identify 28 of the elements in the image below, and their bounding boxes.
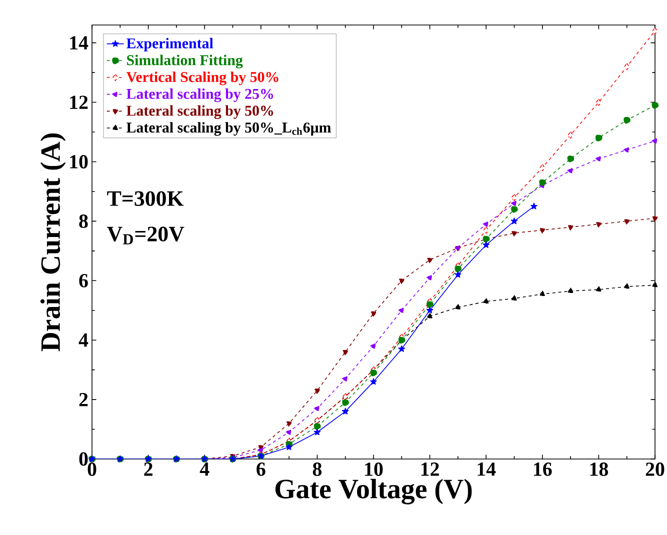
legend-label: Simulation Fitting	[127, 54, 243, 68]
y-tick-label: 4	[78, 334, 88, 347]
x-tick-label: 6	[256, 462, 266, 476]
x-tick-label: 10	[365, 462, 383, 476]
x-tick-label: 16	[534, 462, 552, 476]
annotation: T=300K	[107, 191, 184, 206]
y-tick-label: 10	[70, 155, 88, 168]
x-tick-label: 14	[478, 462, 496, 476]
y-axis-title: Drain Current (A)	[40, 134, 66, 352]
x-tick-label: 8	[312, 462, 322, 476]
y-tick-label: 8	[79, 214, 88, 228]
legend-label: Lateral scaling by 50%	[126, 105, 274, 119]
y-tick-label: 0	[79, 452, 88, 466]
x-axis-title: Gate Voltage (V)	[275, 478, 472, 504]
legend-label: Lateral scaling by 25%	[126, 88, 274, 102]
x-tick-label: 20	[646, 462, 664, 476]
x-tick-label: 12	[421, 462, 439, 476]
x-tick-label: 2	[144, 462, 152, 476]
y-tick-label: 14	[70, 36, 88, 50]
y-tick-label: 6	[79, 274, 88, 288]
x-tick-label: 4	[200, 462, 210, 476]
y-tick-label: 12	[70, 96, 88, 109]
annotation: V$_{D}$=20V	[107, 226, 184, 244]
x-tick-label: 18	[590, 462, 608, 476]
legend-label: Lateral scaling by 50%_L$_{ch}$6μm	[126, 122, 331, 136]
y-tick-label: 2	[79, 392, 88, 406]
legend-label: Vertical Scaling by 50%	[126, 72, 278, 86]
legend-label: Experimental	[126, 38, 214, 52]
